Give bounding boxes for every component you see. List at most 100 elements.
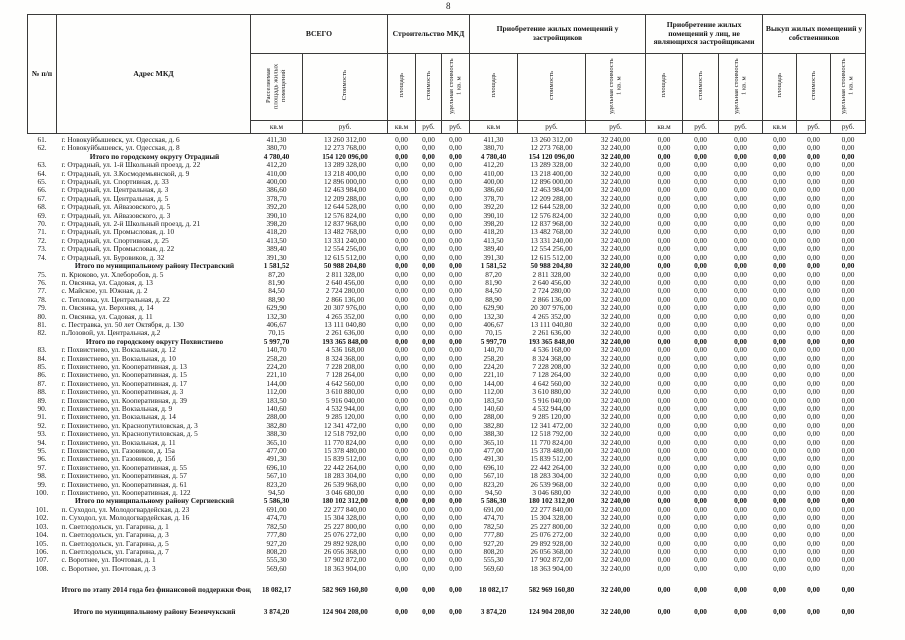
row-number: 95. (37, 447, 47, 456)
row-value: 0,00 (449, 447, 462, 456)
row-value: 3 610 880,00 (325, 388, 365, 397)
row-value: 7 128 264,00 (532, 371, 571, 380)
row-value: 0,00 (807, 388, 820, 397)
row-value: 0,00 (773, 556, 786, 565)
row-value: 0,00 (395, 152, 408, 161)
row-value: 0,00 (841, 270, 855, 279)
subcol-header: удельная стоимость 1 кв. м (830, 53, 867, 121)
row-address: г. Отрадный, ул. Промысловая, д. 22 (61, 245, 175, 254)
row-value: 2 811 328,00 (325, 270, 365, 279)
row-value: 0,00 (449, 371, 462, 380)
row-value: 0,00 (657, 228, 671, 237)
row-value: 154 120 096,00 (322, 152, 368, 161)
row-value: 0,00 (773, 270, 786, 279)
subcol-header: удельная стоимость 1 кв. м (718, 53, 764, 121)
row-address: г. Отрадный, ул. Спортивная, д. 33 (61, 178, 169, 187)
row-value: 555,30 (266, 556, 287, 565)
row-value: 12 341 472,00 (530, 421, 573, 430)
row-value: 13 260 312,00 (530, 135, 573, 144)
row-value: 32 240,00 (600, 514, 631, 523)
row-value: 12 896 000,00 (530, 178, 573, 187)
row-value: 0,00 (449, 270, 462, 279)
row-value: 0,00 (449, 295, 462, 304)
table-row: 88. г. Похвистнево, ул. Кооперативная, д.… (28, 388, 866, 396)
row-value: 386,60 (483, 186, 504, 195)
table-row: 104. п. Светлодольск, ул. Гагарина, д. 3 7… (28, 531, 866, 539)
row-value: 0,00 (773, 480, 786, 489)
row-value: 258,20 (266, 354, 287, 363)
row-value: 32 240,00 (600, 236, 631, 245)
row-value: 0,00 (841, 463, 855, 472)
row-value: 0,00 (395, 606, 408, 616)
row-value: 3 874,20 (480, 606, 507, 616)
row-value: 0,00 (773, 522, 786, 531)
row-value: 0,00 (841, 379, 855, 388)
row-value: 5 916 040,00 (532, 396, 571, 405)
row-number: 90. (37, 405, 47, 413)
row-value: 15 378 480,00 (324, 447, 366, 456)
row-address: с. Пестравка, ул. 50 лет Октября, д. 130 (61, 320, 184, 329)
row-value: 11 770 824,00 (324, 438, 366, 447)
row-value: 0,00 (395, 262, 408, 271)
row-address: г. Похвистнево, ул. Вокзальная, д. 11 (61, 438, 176, 447)
row-value: 0,00 (395, 245, 408, 254)
row-value: 2 866 136,00 (532, 295, 571, 304)
row-value: 0,00 (773, 312, 786, 321)
row-value: 0,00 (422, 304, 435, 313)
row-value: 5 916 040,00 (325, 396, 365, 405)
row-value: 0,00 (807, 547, 820, 556)
row-value: 0,00 (449, 346, 462, 355)
row-value: 0,00 (422, 236, 435, 245)
row-value: 32 240,00 (600, 547, 631, 556)
header-group-row: № п/п Адрес МКД ВСЕГО Строительство МКД … (27, 14, 867, 134)
row-value: 12 837 968,00 (530, 220, 573, 229)
row-value: 258,20 (483, 354, 504, 363)
row-address: г. Отрадный, ул. Спортивная, д. 25 (61, 236, 169, 245)
row-value: 32 240,00 (600, 606, 631, 616)
row-value: 0,00 (734, 379, 747, 388)
row-value: 2 866 136,00 (325, 295, 365, 304)
row-value: 0,00 (841, 371, 855, 380)
row-value: 388,30 (266, 430, 287, 439)
row-value: 32 240,00 (600, 211, 631, 220)
row-value: 0,00 (657, 312, 671, 321)
row-value: 0,00 (734, 135, 747, 144)
row-value: 0,00 (657, 547, 671, 556)
subcol-header: удельная стоимость 1 кв. м (441, 53, 471, 121)
row-value: 70,15 (268, 329, 285, 338)
row-value: 380,70 (483, 144, 504, 153)
row-value: 0,00 (694, 606, 707, 616)
row-value: 0,00 (657, 489, 671, 498)
row-value: 491,30 (266, 455, 287, 464)
row-value: 32 240,00 (600, 346, 631, 355)
row-number: 106. (35, 547, 49, 556)
row-value: 0,00 (422, 220, 435, 229)
row-value: 0,00 (734, 346, 747, 355)
row-value: 0,00 (395, 522, 408, 531)
row-value: 0,00 (422, 287, 435, 296)
row-value: 0,00 (395, 203, 408, 212)
row-value: 582 969 160,80 (322, 585, 368, 595)
row-value: 0,00 (841, 304, 855, 313)
row-value: 15 304 328,00 (530, 514, 573, 523)
row-value: 0,00 (734, 211, 747, 220)
row-value: 0,00 (395, 539, 408, 548)
row-value: 0,00 (449, 606, 462, 616)
row-value: 4 780,40 (480, 152, 507, 161)
row-value: 0,00 (694, 421, 707, 430)
row-value: 0,00 (449, 245, 462, 254)
row-number: 67. (37, 194, 47, 203)
row-value: 400,00 (266, 178, 287, 187)
row-value: 0,00 (734, 430, 747, 439)
table-row: 75. п. Крюково, ул. Хлеборобов, д. 5 87,20… (28, 271, 866, 279)
row-value: 0,00 (807, 455, 820, 464)
row-value: 0,00 (807, 152, 820, 161)
row-value: 0,00 (694, 203, 707, 212)
row-value: 0,00 (694, 304, 707, 313)
row-value: 0,00 (734, 606, 747, 616)
row-value: 22 442 264,00 (530, 463, 573, 472)
table-row: 98. г. Похвистнево, ул. Кооперативная, д.… (28, 472, 866, 480)
row-value: 0,00 (657, 539, 671, 548)
row-value: 0,00 (773, 371, 786, 380)
row-value: 0,00 (694, 228, 707, 237)
